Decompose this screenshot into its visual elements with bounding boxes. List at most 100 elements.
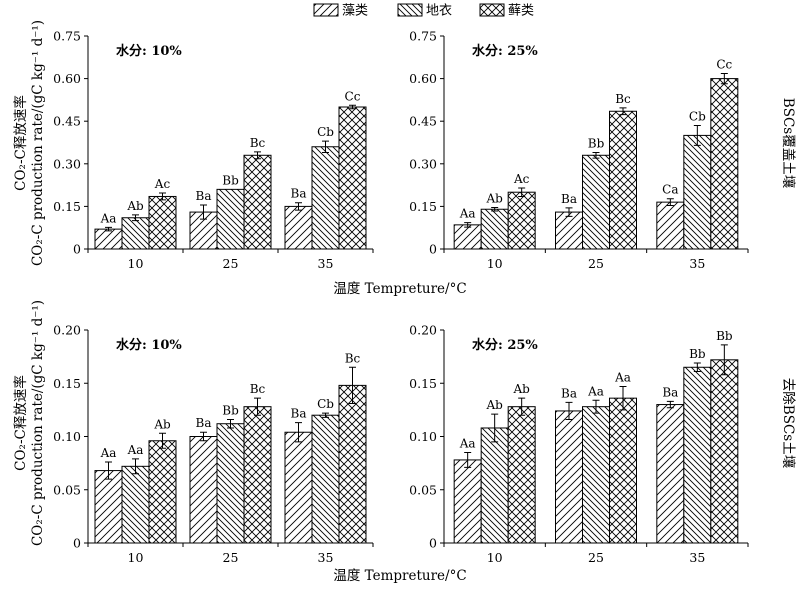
x-tick-label: 35 <box>318 256 334 271</box>
error-bar <box>159 192 166 201</box>
bar-algae <box>284 431 313 544</box>
y-tick-label: 0.15 <box>409 376 437 391</box>
error-bar <box>693 124 701 146</box>
error-bar <box>295 202 302 211</box>
bar-lichen <box>216 188 245 250</box>
bar-algae <box>94 470 123 544</box>
x-axis-label-top: 温度 Tempreture/°C <box>333 281 466 297</box>
error-bar <box>693 362 701 373</box>
legend-swatch-algae <box>313 3 339 17</box>
data-label: Aa <box>100 211 117 225</box>
y-tick-label: 0.10 <box>409 429 437 444</box>
data-label: Ac <box>154 177 171 191</box>
x-tick-label: 25 <box>588 550 604 565</box>
y-tick-label: 0.45 <box>409 114 437 129</box>
error-bar <box>491 207 499 212</box>
y-axis-label-top-line2: CO₂-C production rate/(gC kg⁻¹ d⁻¹) <box>30 20 46 266</box>
x-tick-label: 35 <box>689 550 705 565</box>
bar-moss <box>148 195 177 250</box>
bar-algae <box>284 205 313 250</box>
x-tick-label: 10 <box>128 256 144 271</box>
panel-3-title: 水分: 10% <box>116 337 182 353</box>
data-label: Aa <box>459 436 476 450</box>
bar-algae <box>189 436 218 544</box>
y-axis-label-bottom-line1: CO₂-C释放速率 <box>12 375 29 471</box>
bar-lichen <box>480 427 509 544</box>
data-label: Ab <box>485 192 503 206</box>
x-tick-label: 25 <box>223 550 239 565</box>
x-tick-label: 10 <box>128 550 144 565</box>
x-tick-label: 25 <box>588 256 604 271</box>
data-label: Cc <box>345 89 361 103</box>
data-label: Cc <box>716 57 732 71</box>
legend-label-moss: 藓类 <box>508 4 534 19</box>
bar-lichen <box>683 366 712 544</box>
legend-label-algae: 藻类 <box>342 4 368 19</box>
y-tick-label: 0 <box>73 536 81 551</box>
y-axis-label-top-line1: CO₂-C释放速率 <box>12 95 29 191</box>
x-tick-label: 10 <box>487 550 503 565</box>
bar-moss <box>338 384 367 544</box>
error-bar <box>322 412 329 418</box>
bar-lichen <box>311 146 340 250</box>
bar-lichen <box>311 414 340 544</box>
error-bar <box>592 151 600 159</box>
y-tick-label: 0.30 <box>53 156 81 171</box>
panel-1-title: 水分: 10% <box>116 43 182 59</box>
x-tick-label: 25 <box>223 256 239 271</box>
panel-2: 0 0.15 0.30 0.45 0.60 0.75 水分: 25% 10 Aa Ab Ac 25 Ba… <box>409 29 749 271</box>
row-label-bscs-removed: 去除BSCs土壤 <box>780 378 797 469</box>
bar-lichen <box>121 217 150 250</box>
x-tick-label: 10 <box>487 256 503 271</box>
data-label: Ab <box>153 417 171 431</box>
error-bar <box>200 204 207 220</box>
data-label: Ba <box>196 416 212 430</box>
data-label: Ac <box>513 172 530 186</box>
data-label: Ba <box>561 192 577 206</box>
y-tick-label: 0 <box>73 242 81 257</box>
data-label: Ba <box>291 187 307 201</box>
data-label: Bb <box>588 136 605 150</box>
data-label: Ba <box>196 189 212 203</box>
legend-label-lichen: 地衣 <box>426 3 452 19</box>
data-label: Cb <box>317 125 334 139</box>
bar-moss <box>338 106 367 250</box>
y-tick-label: 0.45 <box>53 114 81 129</box>
data-label: Ca <box>662 183 678 197</box>
y-tick-label: 0.05 <box>53 482 81 497</box>
bar-lichen <box>216 423 245 544</box>
panel-4-title: 水分: 25% <box>472 337 538 353</box>
error-bar <box>720 344 728 376</box>
legend-swatch-lichen <box>397 3 423 17</box>
data-label: Bb <box>222 173 239 187</box>
error-bar <box>619 107 627 116</box>
error-bar <box>200 431 207 442</box>
panels: 0 0.15 0.30 0.45 0.60 0.75 水分: 10% 10 Aa Ab Ac 25 Ba… <box>53 29 749 565</box>
error-bar <box>666 198 674 207</box>
legend: 藻类 地衣 藓类 <box>313 3 534 19</box>
y-axis-label-bottom: CO₂-C释放速率 CO₂-C production rate/(gC kg⁻¹… <box>12 300 46 546</box>
data-label: Bc <box>345 351 361 365</box>
data-label: Ab <box>485 398 503 412</box>
y-axis-label-top: CO₂-C释放速率 CO₂-C production rate/(gC kg⁻¹… <box>12 20 46 266</box>
error-bar <box>464 451 472 468</box>
data-label: Ab <box>126 199 144 213</box>
bar-lichen <box>683 134 712 250</box>
bar-moss <box>507 406 536 544</box>
y-tick-label: 0.75 <box>409 29 437 44</box>
legend-swatch-moss <box>479 3 505 17</box>
y-tick-label: 0.20 <box>409 323 437 338</box>
error-bar <box>491 413 499 443</box>
data-label: Aa <box>127 443 144 457</box>
data-label: Bc <box>615 92 631 106</box>
y-tick-label: 0.05 <box>409 482 437 497</box>
x-axis-label-bottom: 温度 Tempreture/°C <box>333 568 466 584</box>
panel-4: 0 0.05 0.10 0.15 0.20 水分: 25% 10 Aa Ab Ab 25 Ba Aa Aa… <box>409 323 749 565</box>
data-label: Aa <box>614 370 631 384</box>
x-tick-label: 35 <box>318 550 334 565</box>
error-bar <box>132 214 139 222</box>
data-label: Bb <box>689 347 706 361</box>
error-bar <box>105 461 112 480</box>
error-bar <box>227 418 234 429</box>
y-tick-label: 0.20 <box>53 323 81 338</box>
